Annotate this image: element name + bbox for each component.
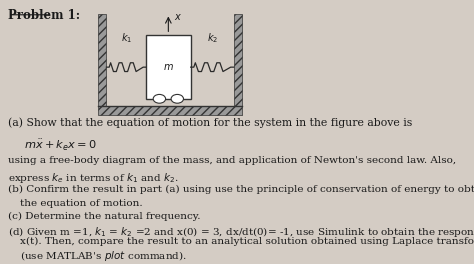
Text: the equation of motion.: the equation of motion. [20, 199, 143, 208]
Bar [98, 106, 242, 115]
Text: $x$: $x$ [173, 12, 182, 22]
Bar [98, 13, 106, 106]
Text: $m\ddot{x}+k_e x=0$: $m\ddot{x}+k_e x=0$ [24, 138, 97, 153]
Text: (b) Confirm the result in part (a) using use the principle of conservation of en: (b) Confirm the result in part (a) using… [8, 185, 474, 194]
Circle shape [153, 95, 165, 103]
Text: (use MATLAB's $\mathit{plot}$ command).: (use MATLAB's $\mathit{plot}$ command). [20, 249, 187, 263]
Text: express $k_e$ in terms of $k_1$ and $k_2$.: express $k_e$ in terms of $k_1$ and $k_2… [8, 171, 179, 185]
Bar [146, 35, 191, 99]
Text: $k_2$: $k_2$ [207, 31, 218, 45]
Text: $k_1$: $k_1$ [120, 31, 132, 45]
Circle shape [171, 95, 183, 103]
Text: using a free-body diagram of the mass, and application of Newton's second law. A: using a free-body diagram of the mass, a… [8, 156, 456, 165]
Text: (c) Determine the natural frequency.: (c) Determine the natural frequency. [8, 212, 201, 221]
Text: Problem 1:: Problem 1: [8, 9, 81, 22]
Bar [234, 13, 242, 106]
Text: $m$: $m$ [163, 62, 174, 72]
Text: (a) Show that the equation of motion for the system in the figure above is: (a) Show that the equation of motion for… [8, 117, 412, 128]
Text: x(t). Then, compare the result to an analytical solution obtained using Laplace : x(t). Then, compare the result to an ana… [20, 237, 474, 246]
Text: (d) Given m =1, $k_1$ = $k_2$ =2 and x(0) = 3, dx/dt(0)= -1, use Simulink to obt: (d) Given m =1, $k_1$ = $k_2$ =2 and x(0… [8, 225, 474, 239]
